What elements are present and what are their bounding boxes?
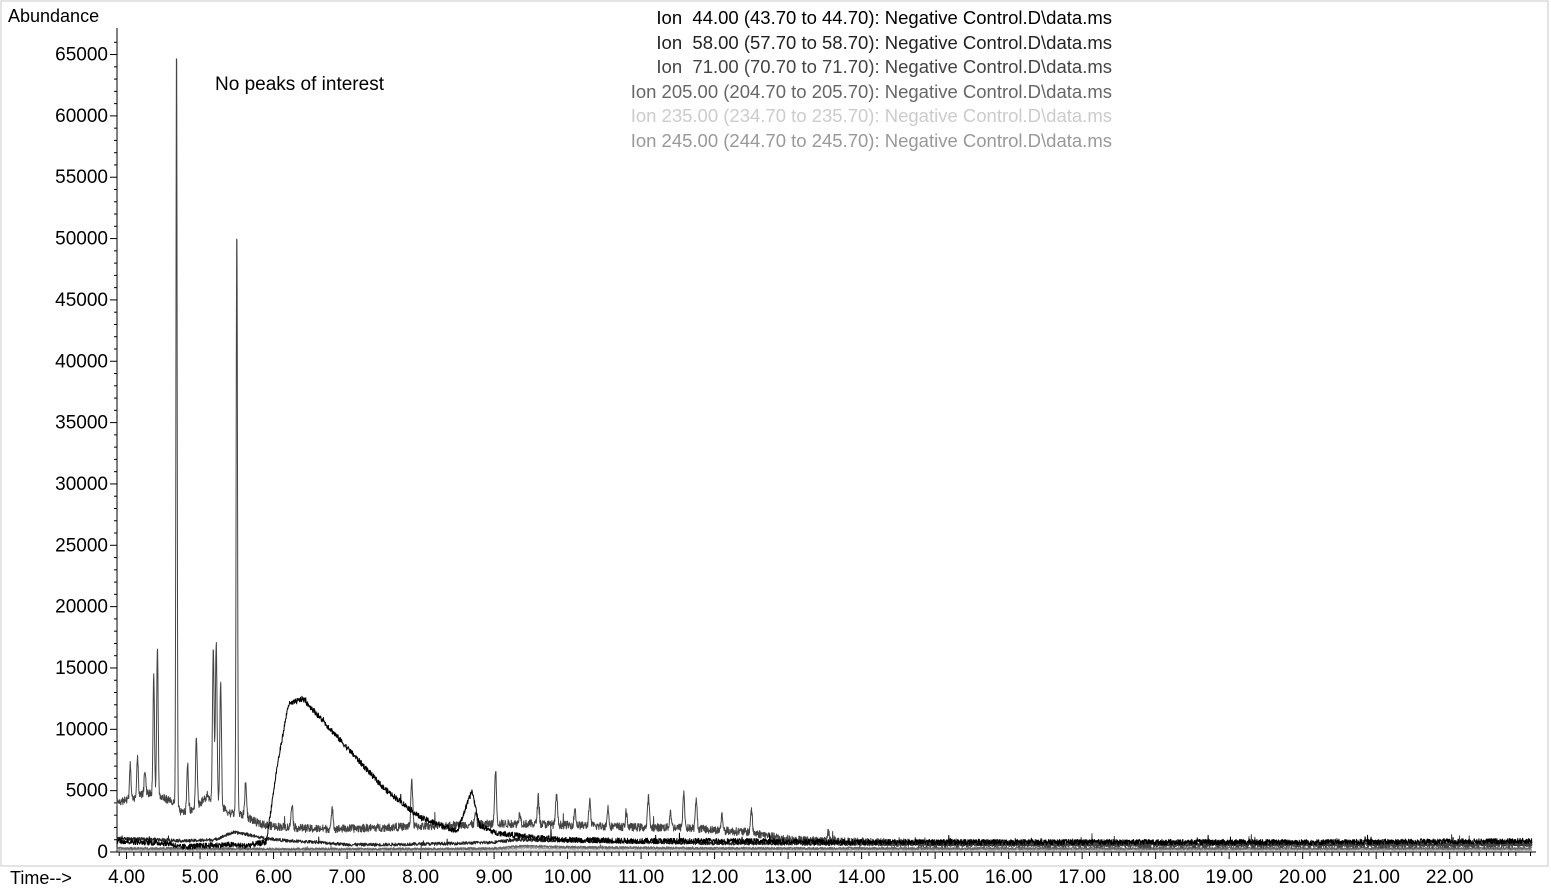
y-tick-label: 60000 xyxy=(55,106,108,127)
x-tick-label: 22.00 xyxy=(1426,867,1474,888)
legend: Ion 44.00 (43.70 to 44.70): Negative Con… xyxy=(520,6,1112,154)
legend-entry-ion-44: Ion 44.00 (43.70 to 44.70): Negative Con… xyxy=(656,7,1112,28)
x-tick-label: 21.00 xyxy=(1352,867,1400,888)
legend-entry-ion-71: Ion 71.00 (70.70 to 71.70): Negative Con… xyxy=(656,56,1112,78)
x-tick-label: 8.00 xyxy=(402,867,439,888)
legend-entry-ion-235: Ion 235.00 (234.70 to 235.70): Negative … xyxy=(630,105,1112,127)
axes: 0 5000 10000 15000 20000 25000 30000 35000 40000… xyxy=(55,28,1536,888)
y-axis-title: Abundance xyxy=(8,6,100,26)
x-tick-label: 20.00 xyxy=(1279,867,1327,888)
x-tick-label: 18.00 xyxy=(1132,867,1180,888)
y-tick-label: 65000 xyxy=(55,45,108,66)
plot-border xyxy=(0,0,1549,867)
y-tick-label: 40000 xyxy=(55,351,108,372)
chart-annotation: No peaks of interest xyxy=(215,74,384,95)
x-tick-label: 17.00 xyxy=(1058,867,1106,888)
x-tick-label: 13.00 xyxy=(764,867,812,888)
y-tick-label: 25000 xyxy=(55,535,108,556)
legend-entry-ion-205: Ion 205.00 (204.70 to 205.70): Negative … xyxy=(630,80,1112,102)
x-tick-label: 10.00 xyxy=(544,867,592,888)
x-tick-label: 9.00 xyxy=(476,867,513,888)
y-tick-label: 55000 xyxy=(55,167,108,188)
y-tick-label: 45000 xyxy=(55,290,108,311)
x-tick-label: 16.00 xyxy=(985,867,1033,888)
x-tick-label: 12.00 xyxy=(691,867,739,888)
series-line-0 xyxy=(116,695,1533,850)
x-tick-label: 11.00 xyxy=(618,867,664,888)
x-tick-label: 19.00 xyxy=(1205,867,1253,888)
x-tick-label: 7.00 xyxy=(329,867,366,888)
legend-entry-ion-245: Ion 245.00 (244.70 to 245.70): Negative … xyxy=(630,129,1112,151)
x-tick-label: 4.00 xyxy=(108,867,145,888)
y-tick-label: 15000 xyxy=(55,658,108,679)
series-line-3 xyxy=(116,844,1533,851)
y-tick-label: 35000 xyxy=(55,413,108,434)
y-tick-label: 50000 xyxy=(55,229,108,250)
x-axis-title: Time--> xyxy=(10,868,72,888)
x-tick-label: 14.00 xyxy=(838,867,886,888)
y-tick-label: 20000 xyxy=(55,597,108,618)
series-line-2 xyxy=(116,58,1533,849)
y-tick-label: 30000 xyxy=(55,474,108,495)
y-tick-label: 10000 xyxy=(55,719,108,740)
legend-entry-ion-58: Ion 58.00 (57.70 to 58.70): Negative Con… xyxy=(656,31,1112,53)
series-layer xyxy=(116,58,1533,852)
y-tick-label: 5000 xyxy=(66,781,108,802)
y-tick-label: 0 xyxy=(97,842,108,863)
x-tick-label: 5.00 xyxy=(182,867,219,888)
x-tick-label: 6.00 xyxy=(255,867,292,888)
x-tick-label: 15.00 xyxy=(911,867,959,888)
